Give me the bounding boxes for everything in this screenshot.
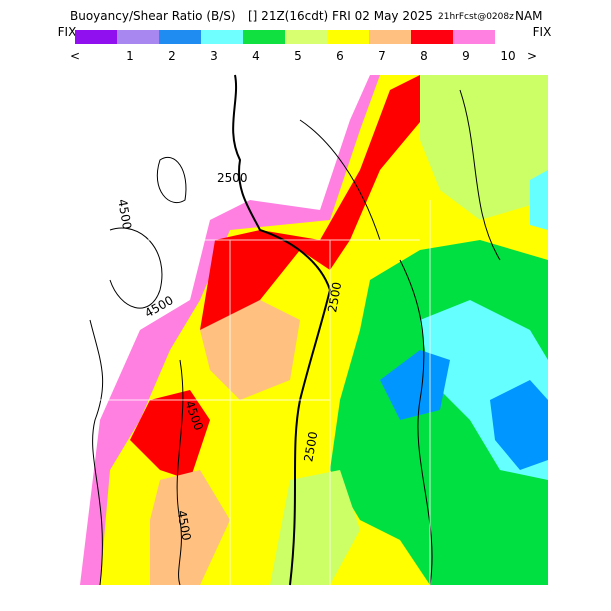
fix-left[interactable]: FIX: [58, 25, 77, 39]
region-blue: [380, 350, 450, 420]
legend-swatch: [369, 30, 411, 44]
model-name: NAM: [515, 9, 543, 23]
legend-swatch: [453, 30, 495, 44]
legend-swatch: [327, 30, 369, 44]
prev-button[interactable]: <: [70, 49, 80, 63]
legend-label: 9: [462, 49, 470, 63]
contour-label: 2500: [217, 171, 248, 185]
legend-label: 2: [168, 49, 176, 63]
legend: FIX FIX < > 1 2 3 4 5 6 7 8 9 10: [58, 25, 552, 63]
legend-label: 5: [294, 49, 302, 63]
contour-label: 4500: [175, 509, 194, 542]
legend-swatch: [117, 30, 159, 44]
legend-label: 6: [336, 49, 344, 63]
legend-label: 1: [126, 49, 134, 63]
legend-swatch: [285, 30, 327, 44]
legend-label: 8: [420, 49, 428, 63]
fix-right[interactable]: FIX: [533, 25, 552, 39]
legend-label: 10: [500, 49, 515, 63]
valid-time: [] 21Z(16cdt) FRI 02 May 2025: [248, 9, 433, 23]
legend-swatch: [75, 30, 117, 44]
region-red: [200, 75, 430, 330]
legend-label: 7: [378, 49, 386, 63]
contour-label: 2500: [325, 281, 344, 314]
next-button[interactable]: >: [527, 49, 537, 63]
legend-label: 4: [252, 49, 260, 63]
region-cyan-2: [530, 170, 548, 230]
region-lightgreen: [420, 75, 548, 220]
region-red-2: [130, 390, 210, 480]
forecast-info: 21hrFcst@0208z: [438, 12, 514, 22]
legend-swatch: [201, 30, 243, 44]
legend-label: 3: [210, 49, 218, 63]
region-blue-2: [490, 380, 548, 470]
contour-label: 2500: [301, 430, 320, 463]
legend-swatch: [411, 30, 453, 44]
map-area: 2500 2500 2500 4500 4500 4500 4500: [60, 74, 548, 586]
legend-swatch: [243, 30, 285, 44]
legend-swatch: [159, 30, 201, 44]
region-white: [60, 75, 370, 585]
region-orange-2: [150, 470, 230, 585]
title: Buoyancy/Shear Ratio (B/S): [70, 9, 236, 23]
region-orange: [200, 300, 300, 400]
boundaries: [60, 200, 431, 585]
contour-label: 4500: [115, 198, 134, 231]
